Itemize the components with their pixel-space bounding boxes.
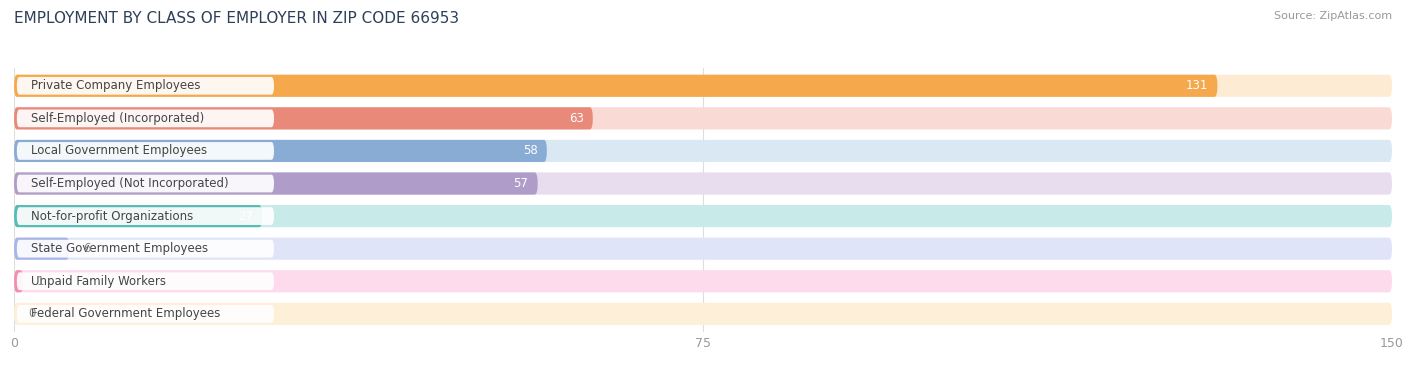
FancyBboxPatch shape [14, 303, 18, 325]
FancyBboxPatch shape [14, 270, 1392, 292]
Text: Unpaid Family Workers: Unpaid Family Workers [31, 275, 166, 288]
FancyBboxPatch shape [14, 75, 1392, 97]
FancyBboxPatch shape [14, 205, 1392, 227]
FancyBboxPatch shape [14, 238, 1392, 260]
Text: 1: 1 [37, 275, 45, 288]
FancyBboxPatch shape [14, 140, 547, 162]
Text: Not-for-profit Organizations: Not-for-profit Organizations [31, 210, 193, 222]
Text: Source: ZipAtlas.com: Source: ZipAtlas.com [1274, 11, 1392, 21]
FancyBboxPatch shape [17, 207, 274, 225]
Text: 0: 0 [28, 307, 35, 320]
FancyBboxPatch shape [17, 273, 274, 290]
FancyBboxPatch shape [14, 140, 1392, 162]
FancyBboxPatch shape [17, 175, 274, 192]
FancyBboxPatch shape [17, 109, 274, 127]
Text: Federal Government Employees: Federal Government Employees [31, 307, 219, 320]
Text: 58: 58 [523, 144, 537, 158]
FancyBboxPatch shape [17, 240, 274, 257]
Text: Private Company Employees: Private Company Employees [31, 79, 200, 92]
FancyBboxPatch shape [14, 172, 537, 195]
Text: EMPLOYMENT BY CLASS OF EMPLOYER IN ZIP CODE 66953: EMPLOYMENT BY CLASS OF EMPLOYER IN ZIP C… [14, 11, 460, 26]
Text: 27: 27 [238, 210, 253, 222]
Text: 57: 57 [513, 177, 529, 190]
FancyBboxPatch shape [14, 270, 24, 292]
Text: State Government Employees: State Government Employees [31, 242, 208, 255]
FancyBboxPatch shape [17, 142, 274, 160]
FancyBboxPatch shape [14, 107, 593, 129]
FancyBboxPatch shape [14, 75, 1218, 97]
FancyBboxPatch shape [14, 238, 69, 260]
FancyBboxPatch shape [14, 303, 1392, 325]
FancyBboxPatch shape [14, 107, 1392, 129]
Text: 6: 6 [83, 242, 90, 255]
FancyBboxPatch shape [14, 205, 262, 227]
FancyBboxPatch shape [17, 305, 274, 323]
Text: 131: 131 [1185, 79, 1208, 92]
Text: Self-Employed (Not Incorporated): Self-Employed (Not Incorporated) [31, 177, 228, 190]
FancyBboxPatch shape [14, 172, 1392, 195]
Text: 63: 63 [568, 112, 583, 125]
Text: Local Government Employees: Local Government Employees [31, 144, 207, 158]
Text: Self-Employed (Incorporated): Self-Employed (Incorporated) [31, 112, 204, 125]
FancyBboxPatch shape [17, 77, 274, 95]
